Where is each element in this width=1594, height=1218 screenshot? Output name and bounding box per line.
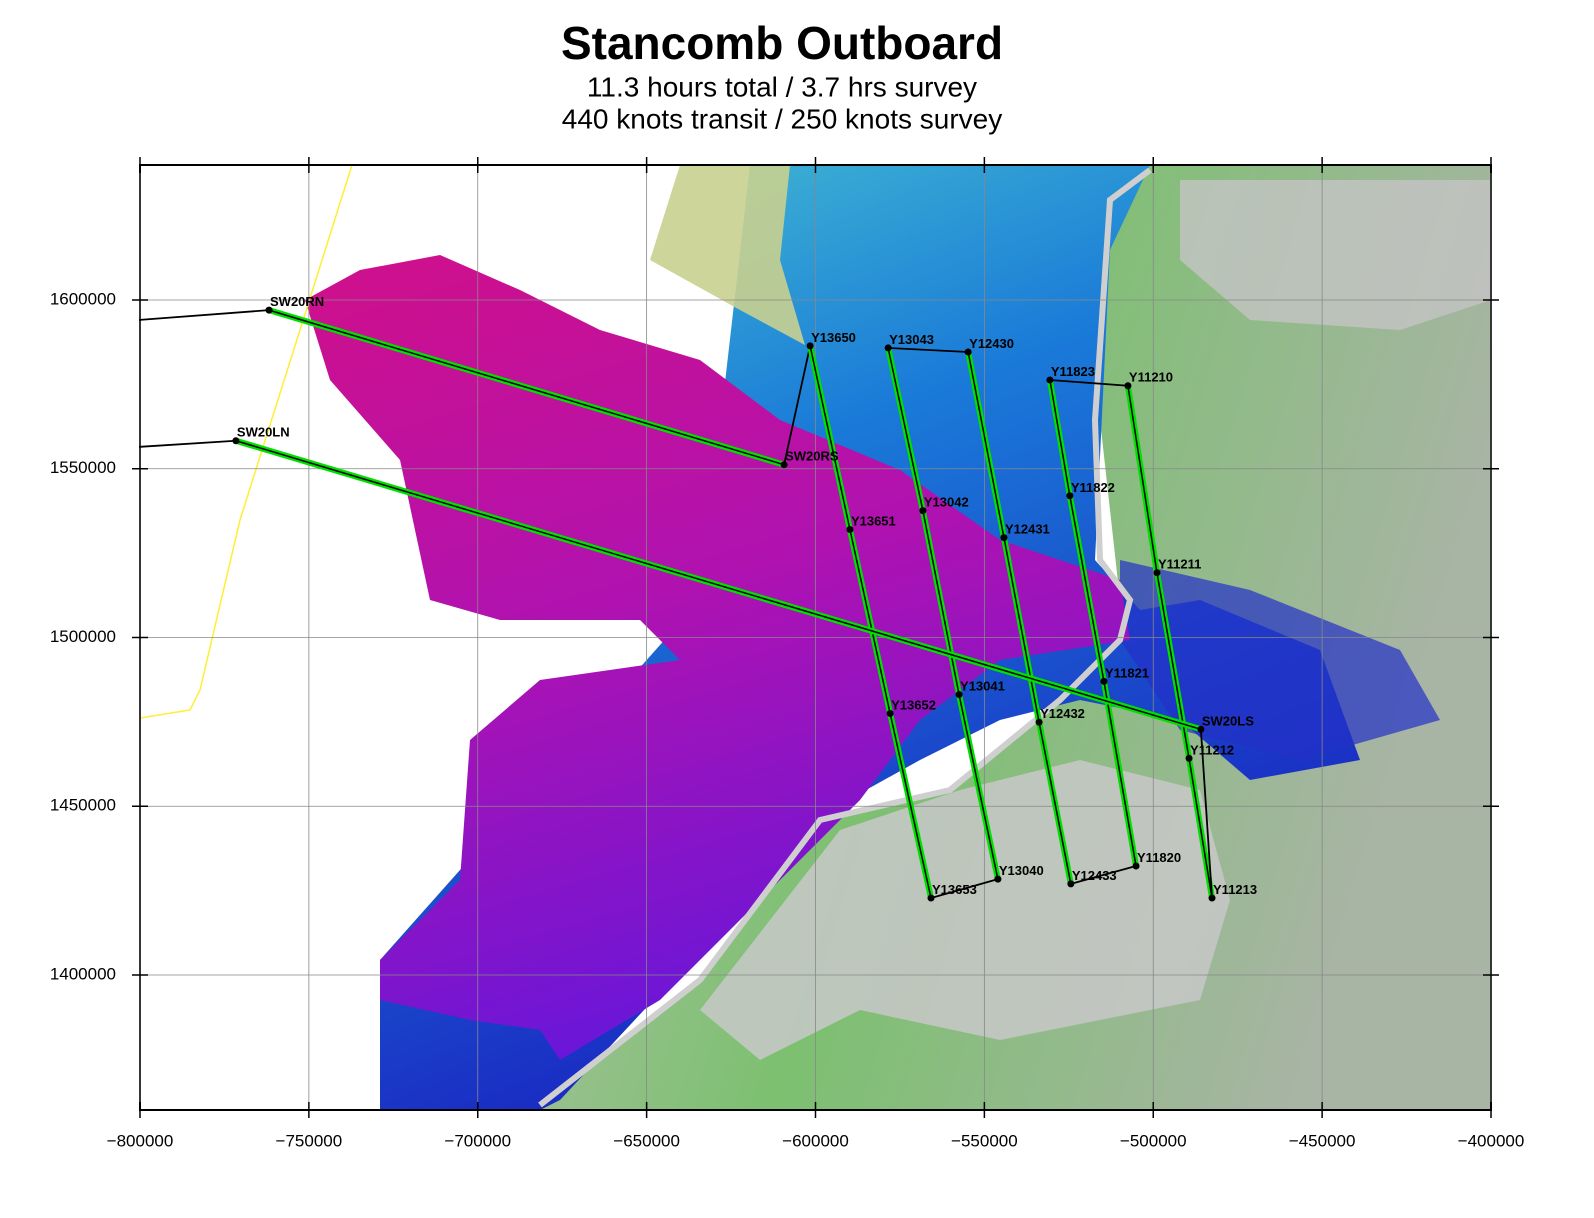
waypoint (1153, 569, 1161, 577)
transit-leg (930, 878, 999, 899)
waypoint-label: Y11823 (1051, 364, 1095, 379)
waypoint (1124, 382, 1132, 390)
transit-leg (1199, 728, 1213, 899)
x-tick-label: −750000 (276, 1131, 343, 1150)
waypoint-label: Y12432 (1040, 706, 1085, 721)
land-ice-gray (1180, 180, 1491, 330)
waypoint (780, 461, 788, 469)
waypoint-label: Y13651 (851, 514, 896, 529)
x-tick-label: −450000 (1289, 1131, 1356, 1150)
y-tick-label: 1600000 (50, 289, 116, 308)
waypoint (919, 507, 927, 515)
map-subtitle: 440 knots transit / 250 knots survey (562, 103, 1002, 134)
waypoint (1132, 862, 1140, 870)
map-subtitle: 11.3 hours total / 3.7 hrs survey (587, 71, 977, 102)
waypoint (1067, 880, 1075, 888)
waypoint-label: Y13043 (889, 332, 934, 347)
waypoint-label: Y11210 (1129, 370, 1173, 385)
waypoint (955, 691, 963, 699)
waypoint-label: Y13652 (891, 697, 936, 712)
waypoint-label: Y13653 (932, 882, 977, 897)
waypoint-label: SW20LN (237, 425, 290, 440)
waypoint (806, 342, 814, 350)
waypoint-label: Y12431 (1005, 522, 1050, 537)
waypoint (1197, 725, 1205, 733)
survey-leg-center (958, 693, 999, 880)
survey-leg-center (235, 439, 1202, 731)
map-title: Stancomb Outboard (561, 17, 1003, 69)
sea-deep (1120, 560, 1440, 760)
coastline (538, 167, 1152, 1108)
survey-leg-center (268, 309, 785, 466)
transit-leg (139, 309, 270, 321)
waypoint (994, 875, 1002, 883)
survey-leg-center (1069, 495, 1105, 683)
waypoint (1035, 718, 1043, 726)
transit-leg (139, 439, 237, 448)
waypoint-label: Y11213 (1213, 882, 1257, 897)
survey-leg-center (1156, 571, 1190, 760)
waypoint-label: Y13040 (999, 863, 1044, 878)
y-tick-label: 1500000 (50, 627, 116, 646)
survey-leg-center (1003, 536, 1040, 723)
waypoint-label: SW20LS (1202, 713, 1254, 728)
y-tick-label: 1450000 (50, 796, 116, 815)
survey-leg-center (967, 351, 1005, 539)
waypoint-label: SW20RN (270, 294, 324, 309)
waypoint-label: SW20RS (785, 449, 839, 464)
transit-leg (1048, 379, 1129, 387)
x-tick-label: −400000 (1458, 1131, 1525, 1150)
waypoint-label: Y11822 (1071, 480, 1115, 495)
x-tick-label: −700000 (444, 1131, 511, 1150)
survey-leg-center (849, 528, 891, 715)
waypoint (884, 344, 892, 352)
waypoint (1185, 754, 1193, 762)
survey-leg-center (922, 509, 960, 696)
waypoint (1100, 677, 1108, 685)
y-tick-label: 1550000 (50, 458, 116, 477)
land-ice-gray (700, 760, 1230, 1060)
x-tick-label: −800000 (107, 1131, 174, 1150)
x-tick-label: −650000 (613, 1131, 680, 1150)
transit-leg (887, 347, 970, 353)
survey-leg-center (1188, 757, 1213, 899)
waypoint (846, 526, 854, 533)
survey-leg-center (1038, 721, 1072, 885)
x-tick-label: −500000 (1120, 1131, 1187, 1150)
x-tick-label: −600000 (782, 1131, 849, 1150)
survey-leg-center (889, 712, 932, 899)
transit-leg (783, 344, 811, 466)
transit-leg (1069, 865, 1137, 885)
waypoint (927, 894, 935, 902)
waypoint-label: Y11820 (1137, 850, 1181, 865)
waypoint (1208, 894, 1216, 902)
survey-leg-center (1127, 384, 1158, 574)
land (540, 165, 1491, 1110)
waypoint-label: Y12430 (969, 336, 1014, 351)
ice-shelf (305, 255, 1130, 1060)
waypoint-label: Y11821 (1105, 665, 1149, 680)
waypoint (1046, 376, 1054, 384)
waypoint-label: Y13650 (811, 330, 856, 345)
waypoint (964, 348, 972, 356)
waypoint (1000, 534, 1008, 542)
waypoint (1066, 492, 1074, 500)
waypoint-label: Y13042 (924, 495, 969, 510)
waypoint-label: Y12433 (1072, 868, 1117, 883)
survey-leg-center (809, 345, 851, 531)
survey-leg-center (887, 347, 924, 512)
x-tick-label: −550000 (951, 1131, 1018, 1150)
waypoint (232, 437, 240, 445)
survey-leg-center (1103, 680, 1137, 867)
waypoint-label: Y13041 (960, 679, 1005, 694)
waypoint-label: Y11212 (1190, 742, 1234, 757)
waypoint-label: Y11211 (1158, 557, 1201, 572)
waypoint (886, 709, 894, 717)
survey-leg-center (1049, 379, 1071, 497)
waypoint (265, 306, 273, 314)
y-tick-label: 1400000 (50, 964, 116, 983)
